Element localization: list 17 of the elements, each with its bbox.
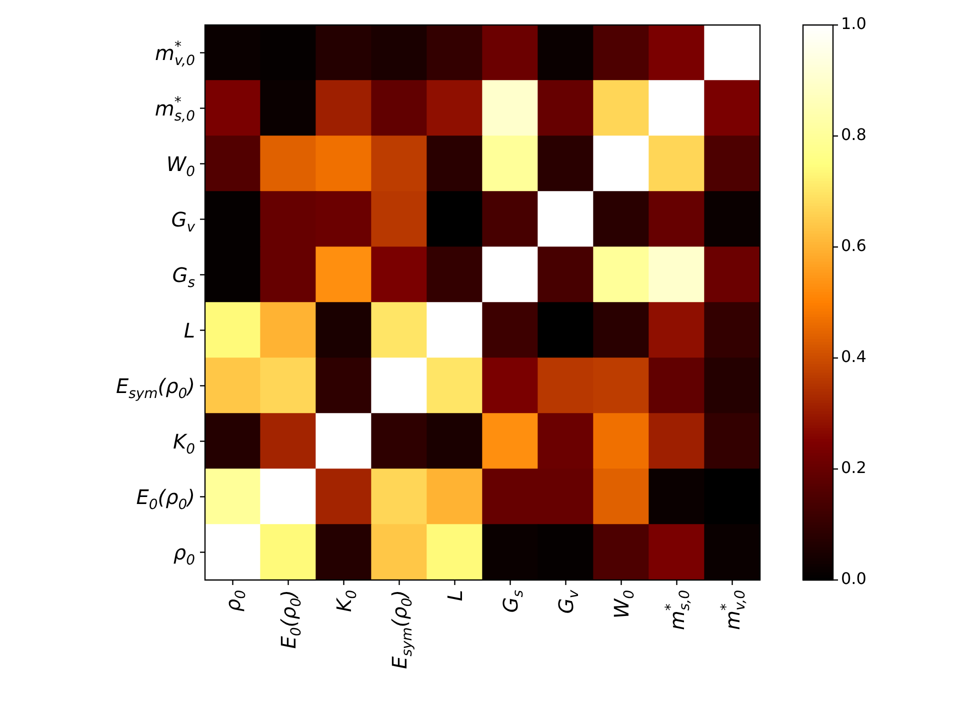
- x-tick-label: W0: [609, 590, 638, 619]
- y-tick-label: L: [184, 318, 196, 342]
- color-bar-label: 0.8: [841, 125, 866, 144]
- color-bar-label: 0.2: [841, 458, 866, 478]
- x-tick-label: Gs: [498, 590, 526, 613]
- color-bar-label: 0.4: [841, 347, 866, 366]
- x-tick-label: m*s,0: [662, 590, 693, 630]
- x-tick-label: Esym(ρ0): [387, 590, 416, 670]
- x-tick-label: Gv: [554, 589, 582, 614]
- color-bar-label: 1.0: [841, 14, 866, 34]
- x-tick-label: ρ0: [220, 590, 249, 612]
- x-tick-label: E0(ρ0): [276, 590, 304, 649]
- x-tick-label: K0: [332, 590, 360, 612]
- x-tick-label: L: [442, 590, 467, 602]
- x-tick-label: m*v,0: [718, 590, 748, 630]
- color-bar-label: 0.6: [841, 236, 866, 256]
- color-bar-label: 0.0: [841, 569, 866, 588]
